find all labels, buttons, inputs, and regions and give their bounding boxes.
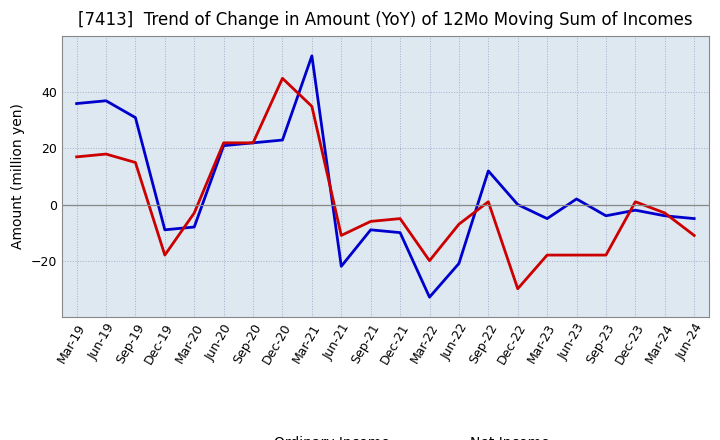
- Ordinary Income: [307, 53, 316, 59]
- Net Income: [72, 154, 81, 160]
- Net Income: [307, 104, 316, 109]
- Title: [7413]  Trend of Change in Amount (YoY) of 12Mo Moving Sum of Incomes: [7413] Trend of Change in Amount (YoY) o…: [78, 11, 693, 29]
- Net Income: [426, 258, 434, 263]
- Net Income: [454, 222, 463, 227]
- Ordinary Income: [396, 230, 405, 235]
- Ordinary Income: [220, 143, 228, 148]
- Ordinary Income: [190, 224, 199, 230]
- Net Income: [190, 210, 199, 216]
- Y-axis label: Amount (million yen): Amount (million yen): [11, 103, 25, 249]
- Net Income: [278, 76, 287, 81]
- Net Income: [131, 160, 140, 165]
- Ordinary Income: [72, 101, 81, 106]
- Ordinary Income: [248, 140, 257, 146]
- Ordinary Income: [131, 115, 140, 120]
- Net Income: [660, 210, 669, 216]
- Ordinary Income: [484, 168, 492, 173]
- Ordinary Income: [572, 196, 581, 202]
- Ordinary Income: [631, 208, 639, 213]
- Ordinary Income: [660, 213, 669, 218]
- Ordinary Income: [366, 227, 375, 232]
- Ordinary Income: [454, 261, 463, 266]
- Ordinary Income: [161, 227, 169, 232]
- Net Income: [248, 140, 257, 146]
- Net Income: [513, 286, 522, 291]
- Net Income: [572, 253, 581, 258]
- Ordinary Income: [102, 98, 110, 103]
- Net Income: [396, 216, 405, 221]
- Line: Net Income: Net Income: [76, 78, 694, 289]
- Ordinary Income: [690, 216, 698, 221]
- Ordinary Income: [337, 264, 346, 269]
- Line: Ordinary Income: Ordinary Income: [76, 56, 694, 297]
- Net Income: [366, 219, 375, 224]
- Ordinary Income: [278, 137, 287, 143]
- Ordinary Income: [426, 294, 434, 300]
- Ordinary Income: [602, 213, 611, 218]
- Ordinary Income: [513, 202, 522, 207]
- Net Income: [161, 253, 169, 258]
- Net Income: [484, 199, 492, 205]
- Ordinary Income: [543, 216, 552, 221]
- Net Income: [631, 199, 639, 205]
- Net Income: [220, 140, 228, 146]
- Legend: Ordinary Income, Net Income: Ordinary Income, Net Income: [215, 430, 555, 440]
- Net Income: [337, 233, 346, 238]
- Net Income: [543, 253, 552, 258]
- Net Income: [602, 253, 611, 258]
- Net Income: [690, 233, 698, 238]
- Net Income: [102, 151, 110, 157]
